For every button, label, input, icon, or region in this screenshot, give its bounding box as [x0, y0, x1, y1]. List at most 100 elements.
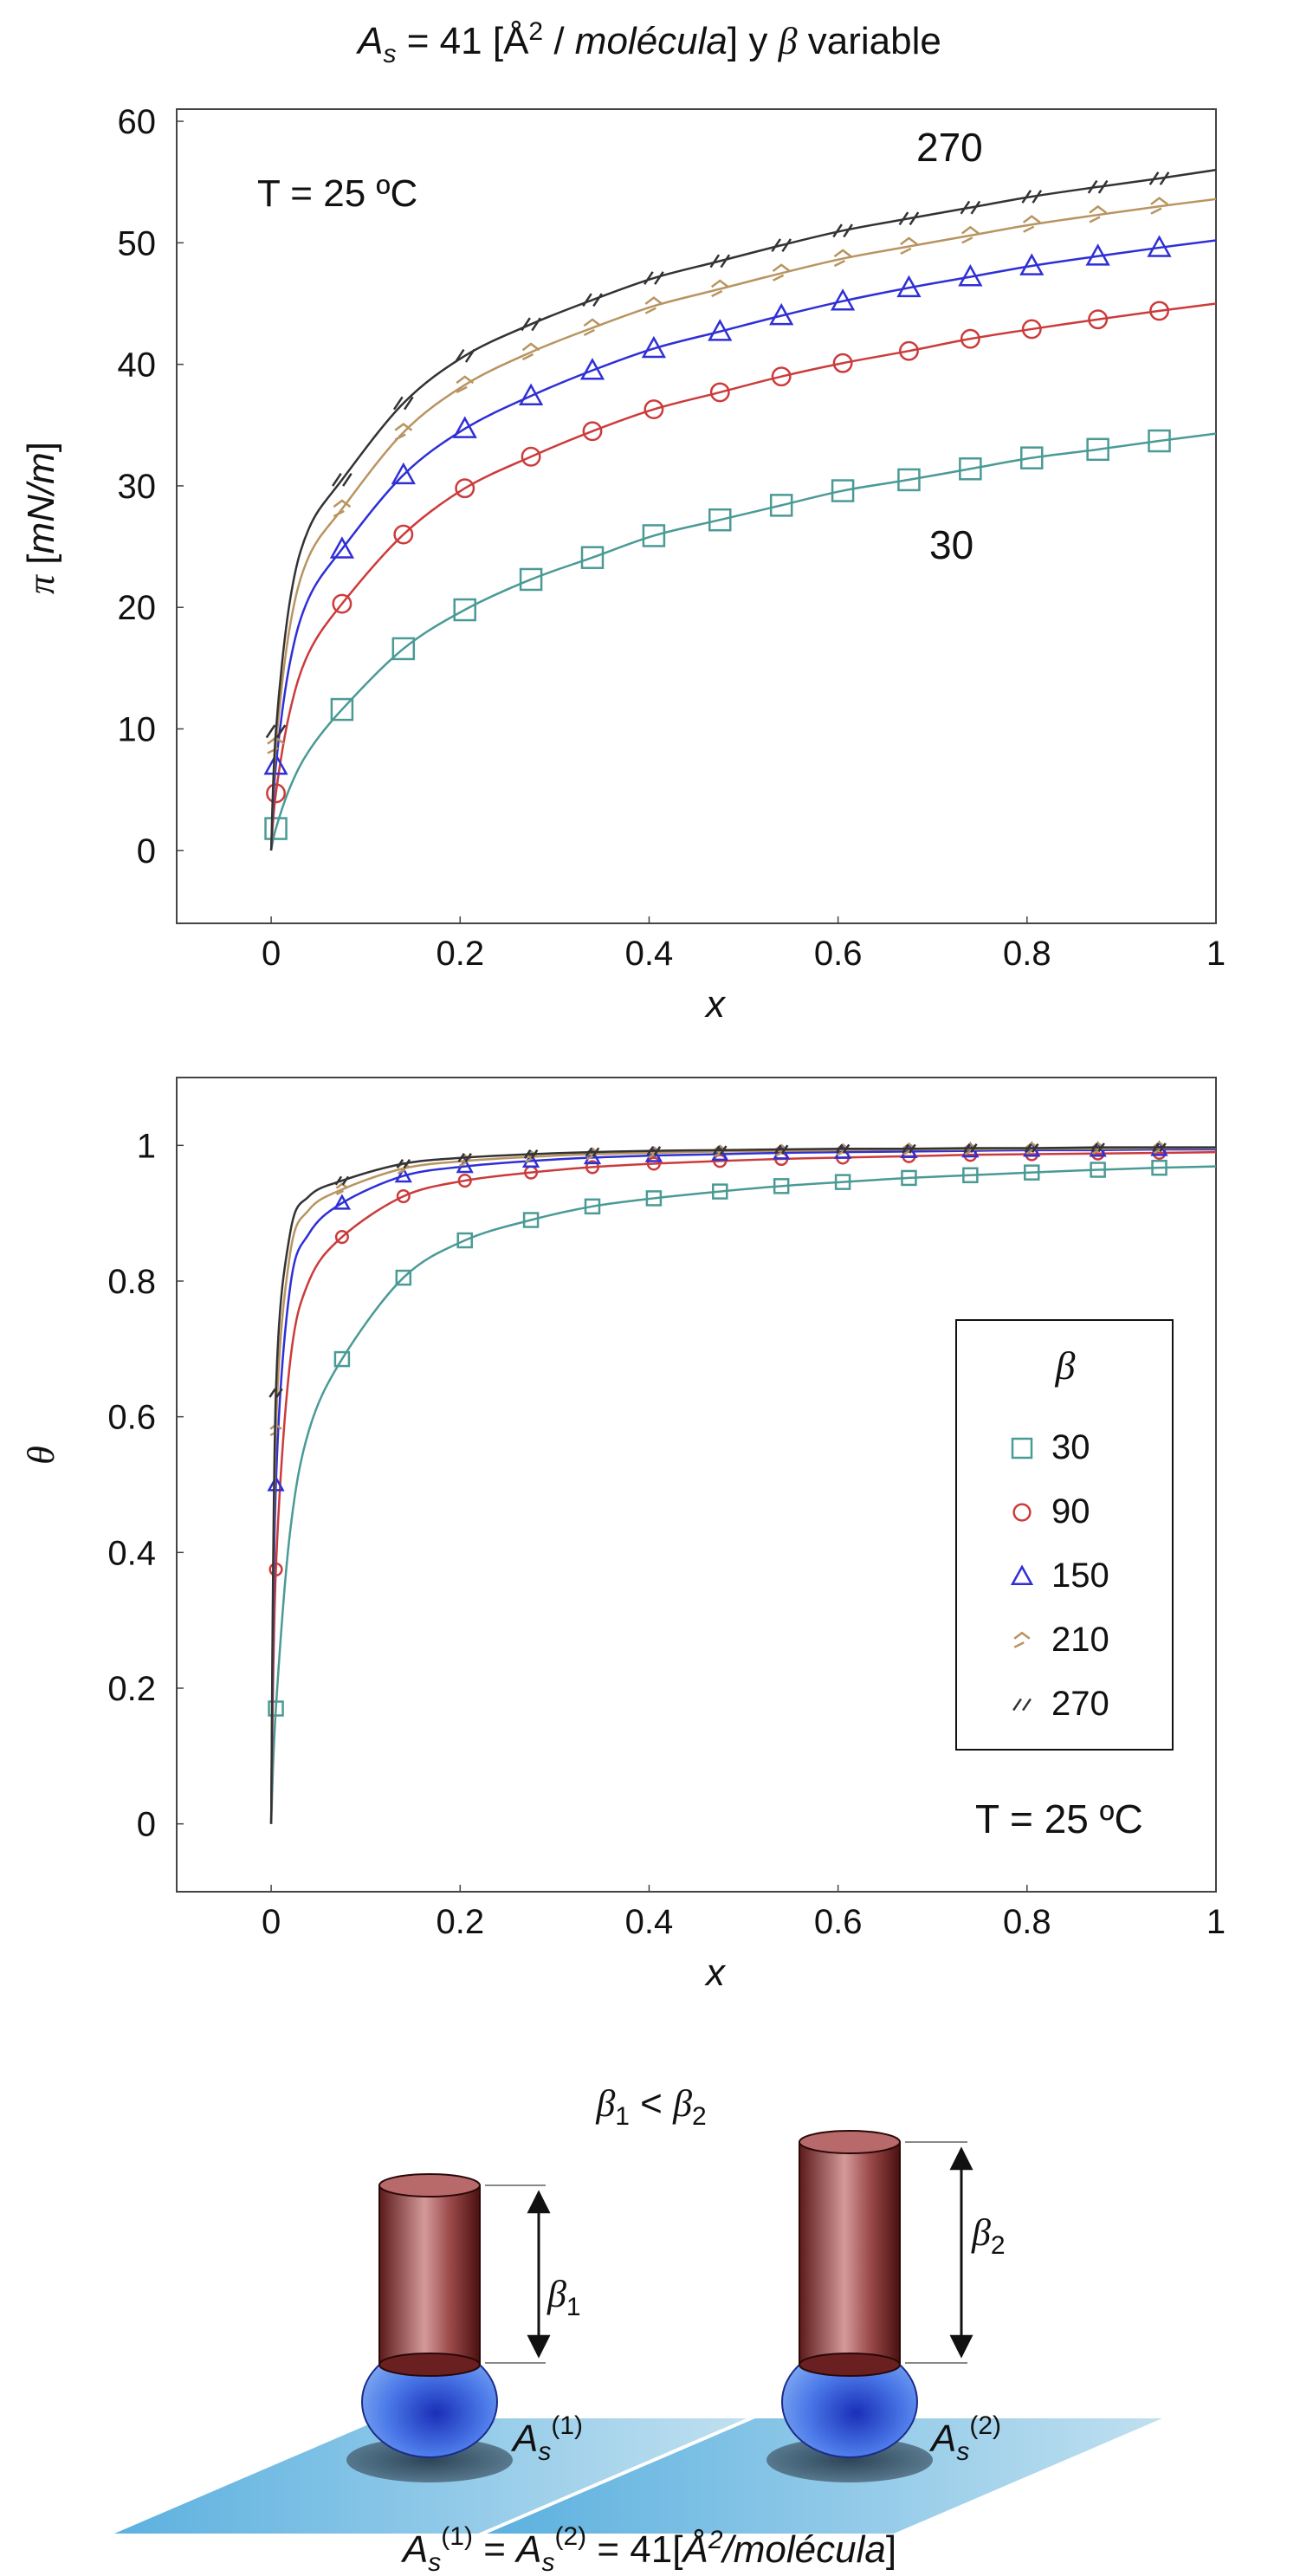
data-point-30: [834, 1174, 851, 1190]
data-point-270: [582, 293, 603, 307]
data-point-90: [960, 328, 980, 349]
molecule-2: β2 As(2): [766, 2130, 1006, 2482]
data-point-90: [266, 783, 286, 804]
legend-entry-210: 210: [1013, 1621, 1109, 1659]
data-point-150: [958, 264, 983, 287]
data-point-150: [267, 1475, 285, 1492]
data-point-150: [896, 275, 922, 298]
x-tick-label: 0.4: [625, 1903, 674, 1941]
data-point-270: [1087, 179, 1109, 194]
y-tick-label: 0.8: [107, 1263, 156, 1301]
y-tick-label: 0.6: [107, 1399, 156, 1437]
data-point-270: [832, 223, 853, 238]
series-line-30: [269, 432, 1217, 851]
legend-marker-270: [1012, 1698, 1032, 1712]
data-point-270: [396, 1158, 411, 1168]
x-axis-label: x: [704, 1951, 727, 1994]
data-point-30: [959, 457, 982, 481]
data-point-30: [580, 546, 605, 569]
data-point-150: [708, 319, 733, 341]
series-90: [266, 301, 1217, 851]
shadow-1: [346, 2437, 513, 2482]
data-point-30: [522, 1212, 540, 1228]
data-point-270: [457, 1152, 472, 1162]
data-point-150: [394, 1167, 412, 1183]
data-point-30: [1090, 1162, 1106, 1178]
x-tick-label: 0: [262, 935, 281, 973]
data-point-90: [899, 340, 919, 361]
y-tick-label: 30: [118, 468, 157, 506]
data-point-30: [391, 637, 416, 661]
data-point-30: [519, 567, 543, 592]
data-point-270: [392, 396, 414, 411]
data-point-30: [264, 817, 288, 840]
series-line-150: [269, 239, 1217, 851]
x-tick-label: 0.2: [436, 1903, 484, 1941]
data-point-90: [585, 1160, 600, 1175]
data-point-270: [585, 1147, 600, 1157]
data-point-150: [391, 462, 416, 485]
data-point-210: [456, 375, 475, 393]
data-point-30: [456, 1232, 473, 1249]
data-point-150: [769, 302, 794, 326]
data-point-270: [709, 254, 731, 269]
temperature-annotation: T = 25 ºC: [975, 1796, 1143, 1841]
shadow-2: [766, 2437, 933, 2482]
x-tick-label: 0.6: [814, 935, 863, 973]
series-150: [263, 235, 1217, 851]
data-point-90: [646, 1156, 661, 1171]
x-tick-label: 0.8: [1003, 935, 1051, 973]
data-point-210: [772, 263, 791, 282]
data-point-210: [1150, 197, 1168, 215]
legend-marker-30: [1011, 1437, 1033, 1460]
series-210: [267, 197, 1217, 851]
data-point-150: [452, 416, 477, 438]
data-point-30: [642, 524, 666, 547]
data-point-270: [773, 1144, 789, 1155]
data-point-270: [898, 211, 920, 226]
legend-title: β: [1055, 1343, 1076, 1388]
coverage-chart: 0 0.2 0.4 0.6 0.8 1 0 0.2 0.4 0.6 0.8 1 x θ T = 25 ºC β…: [20, 1077, 1226, 1994]
y-tick-label: 1: [137, 1127, 156, 1165]
tail-cylinder-2: [799, 2141, 901, 2366]
data-point-30: [645, 1190, 663, 1207]
legend-marker-150: [1010, 1564, 1034, 1586]
y-tick-label: 60: [118, 103, 157, 141]
data-point-270: [523, 1149, 539, 1160]
data-point-30: [1148, 429, 1171, 453]
data-point-270: [963, 1142, 978, 1153]
data-point-210: [961, 225, 980, 244]
data-point-30: [773, 1178, 790, 1194]
data-point-30: [1020, 446, 1044, 469]
series-30: [268, 1159, 1217, 1824]
data-point-270: [334, 1175, 350, 1186]
data-point-270: [771, 238, 792, 253]
data-point-30: [769, 494, 793, 517]
data-point-90: [771, 366, 792, 387]
tail-top-1: [378, 2173, 481, 2197]
data-point-210: [900, 236, 918, 256]
data-point-30: [333, 1350, 351, 1368]
y-tick-label: 0.2: [107, 1670, 156, 1708]
data-point-270: [1152, 1142, 1167, 1153]
data-point-270: [835, 1143, 850, 1154]
series-line-270: [269, 1146, 1216, 1824]
area1-label: As(1): [510, 2411, 583, 2466]
legend-label-210: 210: [1051, 1621, 1109, 1659]
data-point-90: [457, 1174, 472, 1188]
tail-cylinder-1: [378, 2184, 481, 2366]
data-point-30: [712, 1183, 728, 1200]
data-point-30: [1024, 1164, 1040, 1181]
data-point-210: [710, 279, 729, 298]
data-point-90: [521, 446, 541, 467]
legend-entry-30: 30: [1011, 1428, 1090, 1466]
legend-entry-270: 270: [1012, 1685, 1109, 1723]
tail-bottom-1: [378, 2353, 481, 2377]
x-axis-label: x: [704, 983, 727, 1026]
data-point-210: [583, 318, 602, 337]
data-point-90: [644, 399, 664, 419]
data-point-150: [263, 753, 288, 775]
legend-entry-150: 150: [1010, 1557, 1109, 1595]
data-point-270: [960, 200, 981, 215]
data-point-90: [582, 421, 603, 442]
